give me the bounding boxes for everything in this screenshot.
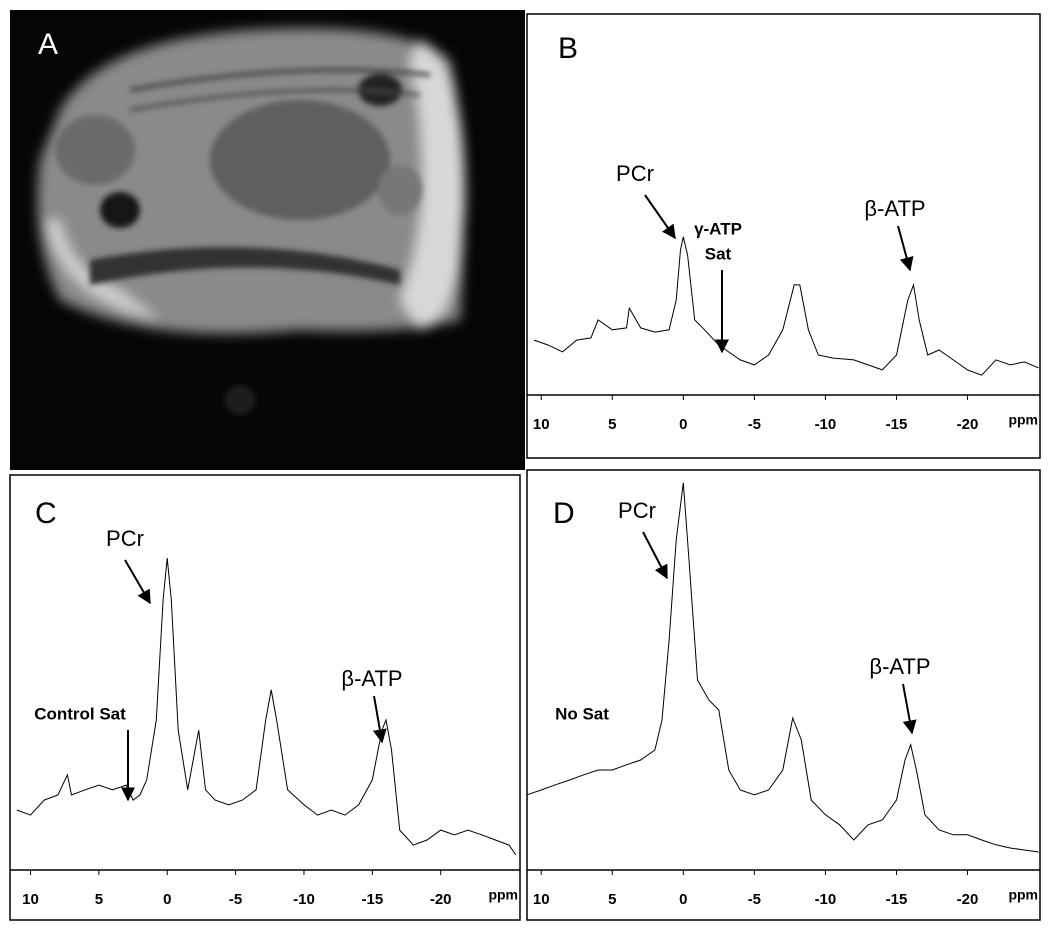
x-axis-label: ppm [1008,412,1038,428]
annotation: Control Sat [34,704,126,723]
x-tick-label: 0 [679,416,687,433]
panel-frame [9,474,521,921]
annotation: PCr [616,161,654,186]
annotation: β-ATP [864,196,925,221]
arrow [644,194,676,240]
annotation: β-ATP [869,654,930,679]
annotation: No Sat [555,704,609,723]
panel-label: C [35,497,57,530]
x-tick-label: 5 [608,416,616,433]
x-tick-label: 10 [533,416,550,433]
annotation: β-ATP [341,666,402,691]
x-tick-label: 10 [533,891,550,908]
x-tick-label: -5 [229,891,242,908]
arrow [897,225,914,272]
panel-label: D [553,497,575,530]
x-tick-label: -10 [815,891,837,908]
x-tick-label: 5 [95,891,103,908]
x-tick-label: -5 [748,416,761,433]
arrow [124,559,151,605]
spectrum-line [533,236,1039,376]
x-tick-label: -10 [815,416,837,433]
x-tick-label: -15 [886,891,908,908]
x-axis-label: ppm [488,887,518,903]
arrow [902,683,917,735]
x-tick-label: -5 [748,891,761,908]
x-tick-label: 0 [163,891,171,908]
panel-label: A [38,28,58,61]
x-tick-label: -15 [361,891,383,908]
x-tick-label: -15 [886,416,908,433]
spectrum-line [526,482,1039,853]
x-tick-label: -20 [957,416,979,433]
arrow [372,695,387,744]
annotation: γ-ATP [694,219,742,238]
x-axis-label: ppm [1008,887,1038,903]
arrow [642,531,668,580]
panel-frame [526,469,1041,921]
x-tick-label: -20 [957,891,979,908]
x-tick-label: 10 [22,891,39,908]
annotation: PCr [618,498,656,523]
annotation: Sat [705,244,732,263]
panel-label: B [558,32,578,65]
annotation: PCr [106,526,144,551]
x-tick-label: -10 [293,891,315,908]
mri-image: A [10,10,525,470]
panel-frame [526,13,1041,459]
x-tick-label: 0 [679,891,687,908]
x-tick-label: -20 [430,891,452,908]
x-tick-label: 5 [608,891,616,908]
spectrum-line [16,557,517,856]
